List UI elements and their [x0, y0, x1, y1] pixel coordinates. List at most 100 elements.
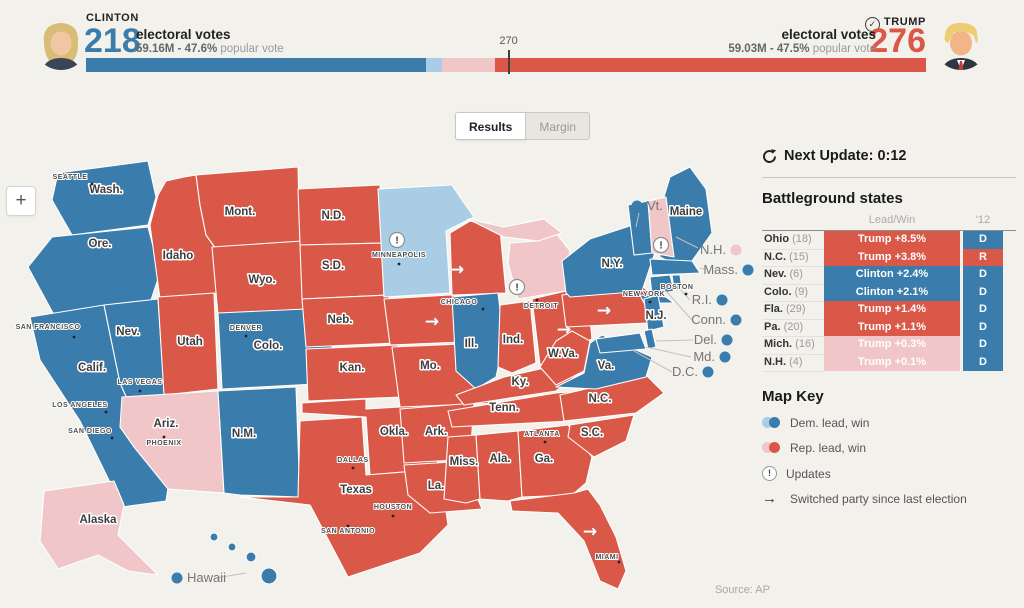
state-ga[interactable] [517, 424, 593, 498]
switched-party-arrow-icon: → [583, 522, 597, 542]
state-label-ak: Alaska [79, 514, 117, 526]
hawaii-callout-dot[interactable] [171, 572, 183, 584]
view-tabs: Results Margin [455, 112, 591, 140]
map-key: Map Key Dem. lead, win Rep. lead, win ! … [762, 388, 1016, 506]
state-nm[interactable] [217, 386, 301, 498]
state-callout-dot[interactable] [730, 314, 742, 326]
state-ak[interactable] [39, 480, 159, 576]
battleground-margin: Clinton +2.1% [824, 283, 960, 302]
dem-lead-win-icon [762, 417, 781, 429]
battleground-prev-result: D [963, 353, 1003, 372]
battleground-row[interactable]: Colo. (9) Clinton +2.1% D [762, 283, 1016, 302]
state-mn[interactable] [377, 184, 475, 298]
city-label: ATLANTA [524, 431, 560, 438]
state-hi4[interactable] [260, 567, 278, 585]
key-item-updates: ! Updates [762, 466, 1016, 481]
battleground-row[interactable]: Ohio (18) Trump +8.5% D [762, 231, 1016, 250]
state-mi_up[interactable] [467, 218, 563, 242]
city-dot [397, 262, 401, 266]
state-ct[interactable] [649, 274, 675, 296]
state-md[interactable] [595, 332, 647, 354]
threshold-270-label: 270 [499, 35, 518, 47]
state-ut[interactable] [157, 292, 219, 396]
state-label-tn: Tenn. [489, 402, 519, 414]
state-callout-dot[interactable] [742, 264, 754, 276]
city-label: SAN DIEGO [68, 428, 112, 435]
state-label-ut: Utah [177, 336, 203, 348]
battleground-margin: Trump +3.8% [824, 248, 960, 267]
tab-margin[interactable]: Margin [526, 112, 591, 140]
key-label-rep: Rep. lead, win [790, 441, 867, 455]
state-il[interactable] [451, 292, 505, 390]
battleground-row[interactable]: N.H. (4) Trump +0.1% D [762, 353, 1016, 372]
state-wa[interactable] [51, 160, 157, 236]
city-label: PHOENIX [146, 440, 181, 447]
state-hi1[interactable] [209, 532, 219, 542]
state-label-nj: N.J. [645, 310, 666, 322]
city-label: LOS ANGELES [52, 402, 107, 409]
state-callout-dot[interactable] [631, 200, 643, 212]
state-tx[interactable] [239, 416, 449, 578]
state-label-tx: Texas [340, 484, 372, 496]
city-label: SAN ANTONIO [321, 528, 375, 535]
state-label-ga: Ga. [535, 453, 554, 465]
state-label-nm: N.M. [232, 428, 256, 440]
battleground-row[interactable]: N.C. (15) Trump +3.8% R [762, 248, 1016, 267]
trump-ev-count: 276 [869, 22, 926, 60]
battleground-prev-result: D [963, 301, 1003, 320]
tab-results[interactable]: Results [455, 112, 527, 140]
battleground-title: Battleground states [762, 190, 903, 207]
rep-lead-win-icon [762, 442, 781, 454]
us-electoral-map: Wash. Ore. Calif. Nev. Idaho Mont. Wyo. Utah Col… [15, 160, 754, 590]
city-label: SAN FRANCISCO [16, 324, 81, 331]
state-label-wa: Wash. [89, 184, 122, 196]
state-callout-dot[interactable] [730, 244, 742, 256]
state-wi[interactable] [449, 220, 507, 296]
city-label: LAS VEGAS [118, 379, 163, 386]
state-ma[interactable] [649, 258, 701, 276]
state-callout-dot[interactable] [719, 351, 731, 363]
state-callout-label: Conn. [691, 312, 726, 327]
state-wv[interactable] [539, 330, 591, 386]
state-label-ny: N.Y. [601, 258, 622, 270]
state-label-ok: Okla. [380, 426, 408, 438]
city-dot [110, 436, 114, 440]
electoral-tally-bar [86, 58, 926, 72]
state-label-in: Ind. [503, 334, 523, 346]
callout-line [675, 236, 699, 249]
state-in[interactable] [497, 300, 537, 374]
battleground-row[interactable]: Nev. (6) Clinton +2.4% D [762, 266, 1016, 285]
state-callout-label: Mass. [703, 262, 738, 277]
battleground-row[interactable]: Fla. (29) Trump +1.4% D [762, 301, 1016, 320]
state-label-mt: Mont. [225, 206, 256, 218]
state-callout-label: R.I. [692, 292, 712, 307]
battleground-state: Nev. (6) [762, 266, 824, 285]
city-label: DALLAS [337, 457, 368, 464]
map-zoom-in-button[interactable]: + [6, 186, 36, 216]
city-dot [138, 389, 142, 393]
next-update-row: Next Update: 0:12 [762, 148, 1016, 164]
source-attribution: Source: AP [714, 584, 770, 596]
state-al[interactable] [475, 430, 523, 502]
state-fl[interactable] [509, 488, 627, 590]
state-callout-dot[interactable] [721, 334, 733, 346]
state-label-wv: W.Va. [548, 348, 578, 360]
state-nj[interactable] [643, 294, 665, 332]
state-callout-dot[interactable] [702, 366, 714, 378]
battleground-row[interactable]: Mich. (16) Trump +0.3% D [762, 336, 1016, 355]
clinton-popular-vote: 59.16M - 47.6% popular vote [136, 43, 284, 55]
state-sc[interactable] [567, 414, 635, 458]
clinton-avatar [34, 16, 88, 75]
city-dot [346, 524, 350, 528]
state-de[interactable] [643, 328, 657, 350]
battleground-row[interactable]: Pa. (20) Trump +1.1% D [762, 318, 1016, 337]
state-ms[interactable] [443, 434, 481, 504]
state-hi3[interactable] [245, 551, 257, 563]
key-item-rep: Rep. lead, win [762, 441, 1016, 455]
state-callout-label: D.C. [672, 364, 698, 379]
state-hi2[interactable] [227, 542, 237, 552]
city-dot [481, 307, 485, 311]
state-ri[interactable] [671, 274, 683, 291]
state-callout-dot[interactable] [716, 294, 728, 306]
